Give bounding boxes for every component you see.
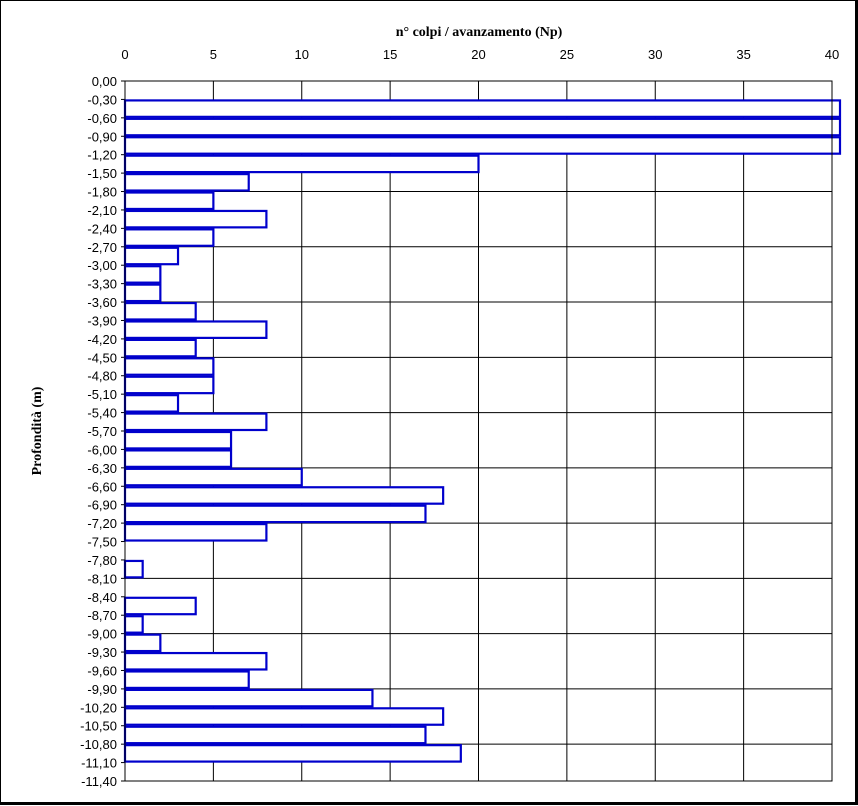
- y-tick-label: -2,70: [87, 240, 117, 255]
- y-tick-label: -9,30: [87, 645, 117, 660]
- bar: [123, 688, 374, 708]
- bar: [123, 357, 215, 376]
- y-tick-label: -4,50: [87, 350, 117, 365]
- y-tick-label: -8,10: [87, 571, 117, 586]
- x-tick-labels: 0 5 10 15 20 25 30 35 40: [121, 47, 839, 62]
- bar: [123, 301, 197, 321]
- bar: [123, 651, 268, 671]
- x-tick-label: 30: [648, 47, 662, 62]
- bar: [123, 338, 197, 358]
- bar: [123, 320, 268, 339]
- bar: [123, 615, 144, 634]
- x-tick-label: 35: [736, 47, 750, 62]
- y-tick-label: -3,30: [87, 277, 117, 292]
- x-tick-label: 15: [383, 47, 397, 62]
- bar: [123, 504, 427, 524]
- x-tick-label: 0: [121, 47, 128, 62]
- bar: [123, 283, 162, 303]
- y-tick-label: -11,40: [81, 774, 117, 789]
- plot-border: [124, 80, 833, 782]
- y-tick-label: -9,60: [87, 663, 117, 678]
- bar: [123, 375, 215, 395]
- bar: [123, 136, 842, 155]
- y-tick-label: -10,50: [80, 719, 117, 734]
- bar: [123, 596, 197, 616]
- bar: [123, 449, 233, 468]
- x-tick-label: 10: [295, 47, 309, 62]
- y-tick-label: -6,30: [87, 461, 117, 476]
- x-tick-label: 20: [471, 47, 485, 62]
- y-tick-label: -6,60: [87, 479, 117, 494]
- x-tick-label: 25: [560, 47, 574, 62]
- y-tick-label: -1,80: [87, 185, 117, 200]
- y-tick-label: -8,70: [87, 608, 117, 623]
- plot-area-border: [124, 80, 833, 782]
- bar: [123, 191, 215, 211]
- y-tick-label: -11,10: [81, 756, 117, 771]
- bar: [123, 117, 842, 137]
- y-tick-label: -3,60: [87, 295, 117, 310]
- bar: [123, 707, 445, 726]
- y-tick-label: -3,90: [87, 313, 117, 328]
- y-tick-label: -5,70: [87, 424, 117, 439]
- bar: [123, 559, 144, 579]
- bar: [123, 209, 268, 229]
- bar: [123, 725, 427, 745]
- bar: [123, 394, 180, 413]
- y-tick-label: -9,00: [87, 627, 117, 642]
- x-tick-label: 40: [825, 47, 839, 62]
- y-tick-label: -7,20: [87, 516, 117, 531]
- y-tick-label: 0,00: [92, 74, 117, 89]
- bar: [123, 523, 268, 542]
- y-tick-label: -9,90: [87, 682, 117, 697]
- y-tick-label: -10,20: [80, 700, 117, 715]
- bar: [123, 412, 268, 432]
- y-tick-label: -5,40: [87, 406, 117, 421]
- bars: [123, 99, 842, 763]
- y-tick-label: -4,20: [87, 332, 117, 347]
- y-tick-label: -0,60: [87, 111, 117, 126]
- y-tick-label: -6,90: [87, 498, 117, 513]
- y-tick-label: -7,80: [87, 553, 117, 568]
- y-axis-title: Profondità (m): [30, 386, 45, 475]
- y-tick-label: -3,00: [87, 258, 117, 273]
- x-tick-label: 5: [210, 47, 217, 62]
- bar: [123, 173, 250, 192]
- y-tick-label: -10,80: [80, 737, 117, 752]
- y-tick-labels: 0,00 -0,30 -0,60 -0,90 -1,20 -1,50 -1,80 -2,10 -…: [80, 74, 117, 789]
- bar: [123, 430, 233, 450]
- y-tick-label: -0,30: [87, 92, 117, 107]
- bar: [123, 670, 250, 689]
- y-tick-label: -1,50: [87, 166, 117, 181]
- y-tick-label: -8,40: [87, 590, 117, 605]
- y-tick-label: -4,80: [87, 369, 117, 384]
- bar: [123, 246, 180, 266]
- bar: [123, 744, 462, 763]
- y-tick-label: -0,90: [87, 129, 117, 144]
- bar: [123, 265, 162, 284]
- y-tick-label: -7,50: [87, 535, 117, 550]
- bar: [123, 633, 162, 653]
- x-axis-title: n° colpi / avanzamento (Np): [396, 25, 563, 40]
- bar: [123, 467, 303, 487]
- y-tick-label: -2,40: [87, 221, 117, 236]
- y-tick-label: -6,00: [87, 442, 117, 457]
- y-tick-label: -5,10: [87, 387, 117, 402]
- bar: [123, 228, 215, 247]
- y-tick-label: -1,20: [87, 148, 117, 163]
- bar: [123, 99, 842, 118]
- bar: [123, 154, 480, 174]
- y-tick-label: -2,10: [87, 203, 117, 218]
- bar: [123, 486, 445, 505]
